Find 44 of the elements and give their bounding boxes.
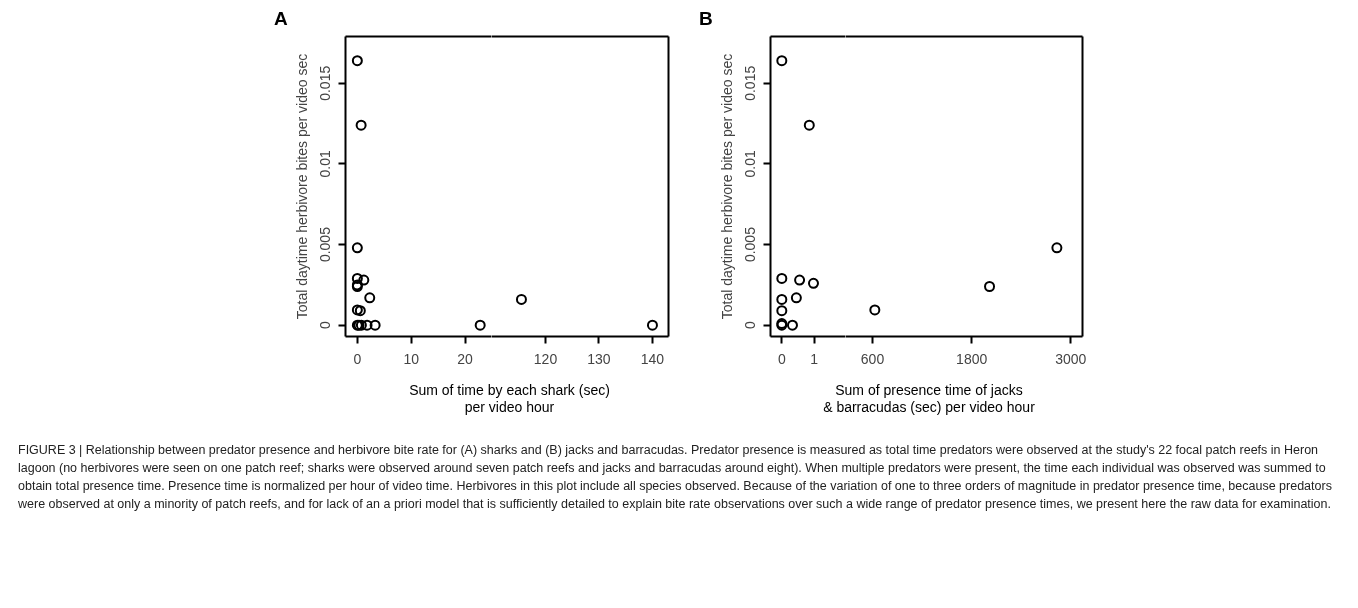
y-tick-label: 0.015 <box>742 65 759 101</box>
point <box>364 292 376 304</box>
point <box>351 55 363 67</box>
y-tick-label: 0.005 <box>317 226 334 263</box>
point <box>794 274 806 286</box>
chart-title: B <box>699 7 713 31</box>
point <box>808 277 819 289</box>
x-tick-label: 1 <box>810 350 819 367</box>
x-tick-label: 120 <box>533 350 558 367</box>
point <box>369 319 381 331</box>
chart-title: A <box>274 7 288 31</box>
point <box>786 319 798 331</box>
point <box>361 319 373 331</box>
y-tick-label: 0.01 <box>742 150 759 178</box>
y-tick-label: 0.01 <box>317 150 334 178</box>
point <box>351 242 363 254</box>
x-tick-label: 140 <box>640 350 665 367</box>
x-tick-label: 0 <box>353 350 362 367</box>
point <box>776 55 788 67</box>
point <box>776 272 788 284</box>
point <box>776 305 788 317</box>
point <box>351 272 363 284</box>
caption: FIGURE 3 | Relationship between predator presence and herbivore bite rate for (A) sharks and (B) jacks and barracudas. Predator presence is measured as total time predators were observed at the study's 22 focal patch reefs in Heron lagoon (no herbivores were seen on one patch reef; sharks were observed around seven patch reefs and jacks and barracudas around eight). When multiple predators were present, the time each individual was observed was summed to obtain total presence time. Presence time is normalized per hour of video time. Herbivores in this plot include all species observed. Because of the variation of one to three orders of magnitude in predator presence time, because predators were observed at only a minority of patch reefs, and for lack of an a priori model that is sufficiently detailed to explain bite rate observations over such a wide range of predator presence times, we present here the raw data for examination. <box>18 442 1333 514</box>
y-tick-label: 0 <box>317 321 334 330</box>
x-tick-label: 10 <box>403 350 420 367</box>
x-tick-label: 0 <box>777 350 786 367</box>
y-axis-title: Total daytime herbivore bites per video sec <box>293 53 310 320</box>
point <box>474 319 486 331</box>
x-tick-label: 130 <box>587 350 611 367</box>
y-axis-title: Total daytime herbivore bites per video sec <box>718 53 735 320</box>
x-tick-label: 20 <box>457 350 474 367</box>
x-tick-label: 3000 <box>1055 350 1087 367</box>
x-axis-title: Sum of time by each shark (sec) per video hour <box>409 382 610 416</box>
point <box>776 293 788 305</box>
point <box>358 274 370 286</box>
x-axis-title: Sum of presence time of jacks & barracudas (sec) per video hour <box>823 382 1035 416</box>
x-tick-label: 1800 <box>956 350 988 367</box>
y-tick-label: 0.005 <box>742 226 759 263</box>
point <box>355 119 367 131</box>
y-tick-label: 0 <box>742 321 759 330</box>
x-tick-label: 600 <box>860 350 885 367</box>
point <box>803 119 815 131</box>
y-tick-label: 0.015 <box>317 65 334 101</box>
point <box>790 292 802 304</box>
